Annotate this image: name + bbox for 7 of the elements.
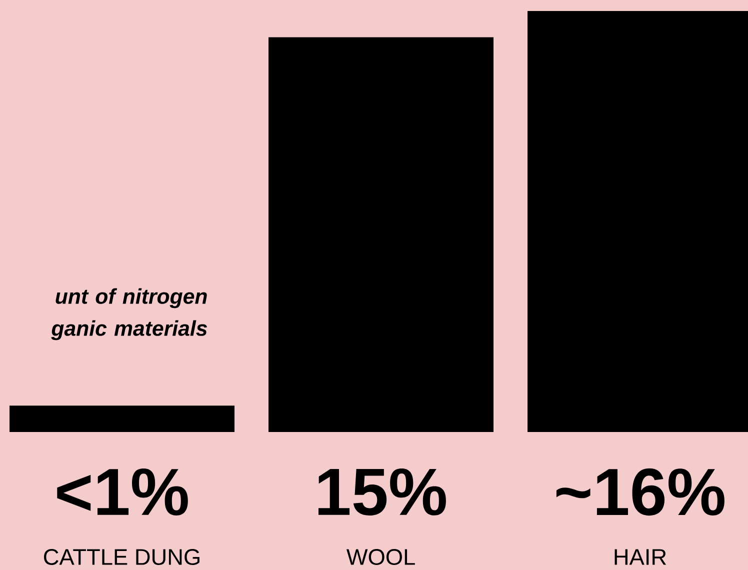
- x-tick-label: WOOL: [346, 548, 415, 566]
- data-label: ~16%: [556, 468, 724, 516]
- text: unt of nitrogen ganic materials: [51, 288, 207, 340]
- x-tick-label: HAIR: [614, 549, 666, 565]
- data-label: 15%: [318, 468, 446, 516]
- x-tick-label: CATTLE DUNG: [44, 548, 200, 566]
- data-label: <1%: [57, 468, 188, 516]
